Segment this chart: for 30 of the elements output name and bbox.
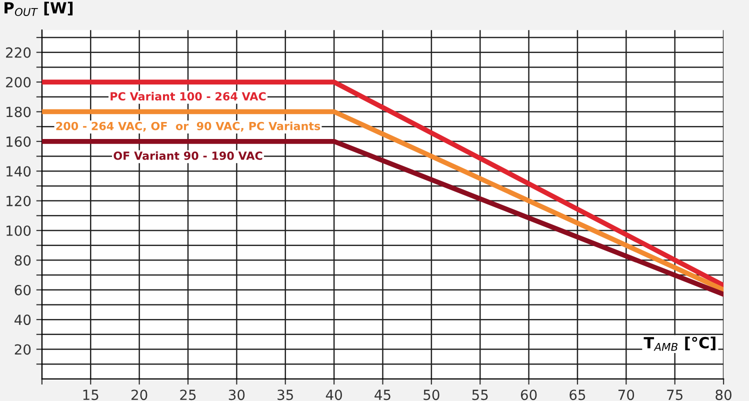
y-tick-label: 200 <box>6 77 31 88</box>
y-axis-title: P$_{OUT}$ [W] <box>4 2 73 16</box>
x-tick-label: 75 <box>667 390 682 400</box>
y-tick-label: 180 <box>6 106 31 118</box>
x-tick-label: 50 <box>424 390 440 400</box>
series-label: OF Variant 90 - 190 VAC <box>114 151 262 160</box>
x-tick-label: 55 <box>472 390 488 400</box>
y-tick-label: 140 <box>6 166 31 177</box>
y-tick-label: 120 <box>6 196 31 206</box>
x-tick-label: 15 <box>83 390 98 400</box>
y-tick-label: 220 <box>6 47 31 58</box>
y-tick-label: 20 <box>14 344 31 355</box>
y-tick-label: 100 <box>6 225 31 236</box>
x-tick-label: 45 <box>374 390 390 400</box>
x-tick-label: 60 <box>520 390 537 400</box>
x-tick-label: 20 <box>131 390 148 400</box>
x-tick-label: 80 <box>716 390 732 400</box>
x-tick-label: 30 <box>228 390 245 400</box>
x-tick-label: 40 <box>326 390 342 400</box>
x-tick-label: 70 <box>618 390 634 400</box>
x-tick-label: 65 <box>570 390 586 400</box>
y-tick-label: 40 <box>14 314 31 326</box>
x-axis-title: T$_{AMB}$ [°C] <box>644 336 716 351</box>
x-tick-label: 35 <box>278 390 293 400</box>
y-tick-label: 160 <box>6 136 31 147</box>
series-label: 200 - 264 VAC, OF or 90 VAC, PC Variants <box>56 122 320 132</box>
y-tick-label: 80 <box>14 255 31 266</box>
x-tick-label: 25 <box>180 390 196 400</box>
series-label: PC Variant 100 - 264 VAC <box>110 92 266 101</box>
y-tick-label: 60 <box>14 284 31 296</box>
